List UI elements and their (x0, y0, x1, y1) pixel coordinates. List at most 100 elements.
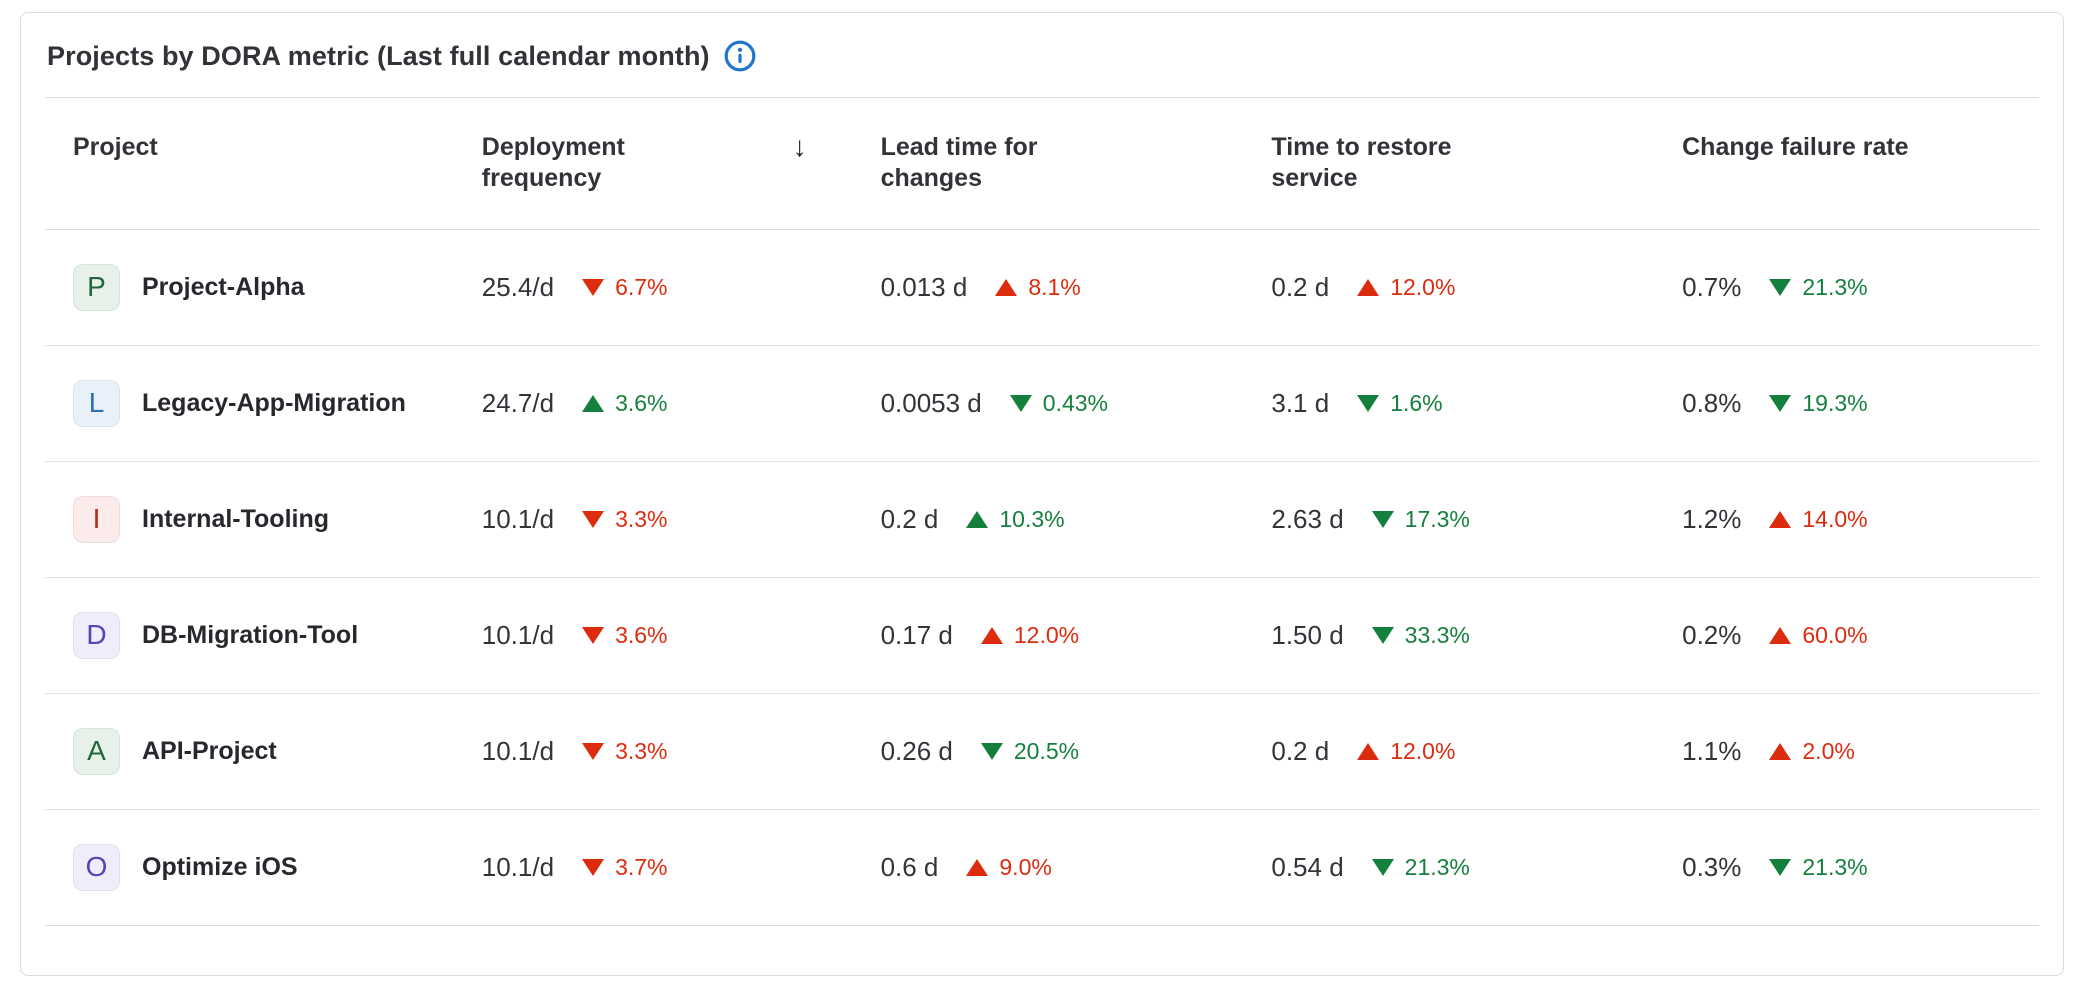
column-header-project[interactable]: Project (73, 133, 158, 161)
trend-percent: 10.3% (999, 505, 1065, 532)
metric-value: 2.63 d (1271, 503, 1344, 534)
table-row: P Project-Alpha 25.4/d 6.7% 0.013 d 8.1% (45, 229, 2039, 345)
metric-value: 10.1/d (481, 735, 555, 766)
metric-value: 0.54 d (1271, 851, 1344, 882)
metric-value: 0.8% (1682, 387, 1742, 418)
trend-arrow-icon (1357, 394, 1380, 412)
metric-value: 0.17 d (880, 619, 953, 650)
info-button[interactable] (724, 40, 756, 72)
project-avatar[interactable]: I (73, 495, 120, 543)
trend-arrow-icon (582, 394, 605, 412)
column-header-change-failure-rate[interactable]: Change failure rate (1682, 133, 1909, 161)
table-row: O Optimize iOS 10.1/d 3.7% 0.6 d 9.0% (45, 809, 2039, 925)
trend-percent: 20.5% (1013, 737, 1080, 764)
table-row: L Legacy-App-Migration 24.7/d 3.6% 0.005… (45, 345, 2039, 461)
trend-arrow-icon (1009, 394, 1032, 412)
trend-arrow-icon (582, 858, 605, 876)
column-header-deployment-frequency[interactable]: Deployment frequency ↓ (481, 131, 807, 193)
metric-value: 1.1% (1682, 735, 1742, 766)
metric-value: 10.1/d (481, 851, 555, 882)
trend-indicator: 60.0% (1769, 621, 1868, 649)
metric-value: 24.7/d (481, 387, 555, 418)
trend-percent: 0.43% (1042, 389, 1108, 416)
trend-indicator: 3.3% (582, 505, 668, 533)
metric-value: 10.1/d (481, 619, 555, 650)
trend-indicator: 6.7% (582, 273, 668, 301)
metric-value: 1.50 d (1271, 619, 1344, 650)
metric-value: 0.2 d (1271, 271, 1330, 302)
trend-indicator: 19.3% (1769, 390, 1868, 417)
trend-indicator: 10.3% (966, 505, 1065, 533)
trend-percent: 2.0% (1802, 737, 1855, 764)
trend-arrow-icon (1769, 858, 1792, 876)
project-name-link[interactable]: Legacy-App-Migration (142, 388, 406, 417)
project-avatar[interactable]: A (73, 727, 120, 775)
trend-percent: 21.3% (1802, 273, 1868, 300)
metric-value: 0.7% (1682, 271, 1742, 302)
trend-percent: 17.3% (1404, 505, 1470, 532)
metric-value: 0.013 d (880, 271, 968, 302)
trend-percent: 33.3% (1404, 621, 1470, 648)
trend-arrow-icon (1769, 510, 1792, 528)
trend-arrow-icon (1769, 278, 1792, 296)
table-row: D DB-Migration-Tool 10.1/d 3.6% 0.17 d 1… (45, 577, 2039, 693)
trend-arrow-icon (980, 626, 1003, 644)
project-avatar[interactable]: P (73, 263, 120, 311)
trend-indicator: 21.3% (1371, 854, 1470, 881)
trend-indicator: 20.5% (980, 737, 1080, 765)
trend-indicator: 3.3% (582, 737, 668, 765)
trend-arrow-icon (1371, 626, 1394, 644)
card-title: Projects by DORA metric (Last full calen… (47, 40, 710, 71)
trend-arrow-icon (1357, 742, 1380, 760)
project-name-link[interactable]: Internal-Tooling (142, 504, 330, 533)
trend-indicator: 21.3% (1769, 273, 1868, 301)
trend-indicator: 0.43% (1009, 389, 1108, 417)
info-circle-icon (724, 40, 756, 72)
trend-indicator: 33.3% (1371, 621, 1470, 649)
trend-percent: 3.3% (615, 505, 668, 532)
trend-arrow-icon (1769, 742, 1792, 760)
trend-indicator: 17.3% (1371, 505, 1470, 533)
column-header-lead-time[interactable]: Lead time for changes (880, 133, 1038, 193)
trend-arrow-icon (582, 742, 605, 760)
project-name-link[interactable]: Project-Alpha (142, 272, 305, 301)
trend-indicator: 14.0% (1769, 505, 1868, 533)
project-avatar[interactable]: D (73, 611, 120, 659)
trend-indicator: 21.3% (1769, 853, 1868, 881)
trend-arrow-icon (1371, 510, 1394, 528)
trend-percent: 3.7% (615, 853, 668, 880)
trend-arrow-icon (966, 510, 989, 528)
trend-percent: 9.0% (999, 853, 1052, 880)
metric-value: 0.3% (1682, 851, 1742, 882)
trend-indicator: 12.0% (1357, 274, 1455, 301)
sort-descending-icon[interactable]: ↓ (792, 131, 807, 162)
metric-value: 1.2% (1682, 503, 1742, 534)
trend-indicator: 3.6% (582, 389, 668, 417)
trend-indicator: 1.6% (1357, 389, 1443, 417)
project-name-link[interactable]: DB-Migration-Tool (142, 620, 359, 649)
project-name-link[interactable]: API-Project (142, 736, 277, 765)
metric-value: 0.0053 d (880, 387, 982, 418)
column-header-time-to-restore[interactable]: Time to restore service (1271, 133, 1452, 193)
trend-indicator: 12.0% (1357, 738, 1455, 765)
trend-percent: 14.0% (1802, 505, 1868, 532)
trend-percent: 6.7% (615, 273, 668, 300)
table-row: I Internal-Tooling 10.1/d 3.3% 0.2 d 10.… (45, 461, 2039, 577)
project-name-link[interactable]: Optimize iOS (142, 852, 298, 881)
trend-indicator: 12.0% (980, 622, 1079, 649)
trend-percent: 3.6% (615, 389, 668, 416)
trend-indicator: 3.6% (582, 621, 668, 649)
project-avatar[interactable]: L (73, 379, 120, 427)
trend-percent: 21.3% (1802, 853, 1868, 880)
project-avatar[interactable]: O (73, 843, 120, 891)
trend-percent: 3.3% (615, 737, 668, 764)
table-row: A API-Project 10.1/d 3.3% 0.26 d 20.5% (45, 693, 2039, 809)
metric-value: 0.2 d (880, 503, 939, 534)
trend-indicator: 8.1% (995, 274, 1081, 301)
trend-percent: 3.6% (615, 621, 668, 648)
trend-percent: 1.6% (1390, 389, 1443, 416)
metric-value: 0.2 d (1271, 735, 1330, 766)
trend-percent: 60.0% (1802, 621, 1868, 648)
metric-value: 0.6 d (880, 851, 939, 882)
trend-arrow-icon (1769, 394, 1792, 412)
